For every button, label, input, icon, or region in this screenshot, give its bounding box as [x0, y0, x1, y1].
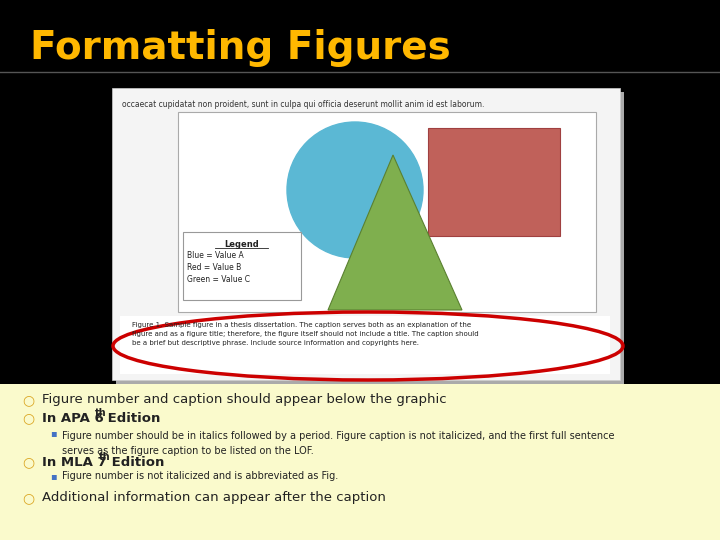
Text: In APA 6: In APA 6 [42, 411, 104, 424]
Text: ○: ○ [22, 455, 34, 469]
Text: Green = Value C: Green = Value C [187, 275, 250, 284]
Circle shape [287, 122, 423, 258]
Text: ○: ○ [22, 491, 34, 505]
Bar [116, 92, 624, 384]
Polygon shape [328, 155, 462, 310]
Text: In MLA 7: In MLA 7 [42, 456, 107, 469]
Bar [120, 316, 610, 374]
Text: Figure number should be in italics followed by a period. Figure caption is not i: Figure number should be in italics follo… [62, 431, 614, 456]
Text: ○: ○ [22, 411, 34, 425]
Bar [178, 112, 596, 312]
Bar [112, 88, 620, 380]
Bar [428, 128, 560, 236]
Text: Blue = Value A: Blue = Value A [187, 251, 244, 260]
Text: occaecat cupidatat non proident, sunt in culpa qui officia deserunt mollit anim : occaecat cupidatat non proident, sunt in… [122, 100, 485, 109]
Text: Legend: Legend [225, 240, 259, 249]
Text: Figure 1. Sample figure in a thesis dissertation. The caption serves both as an : Figure 1. Sample figure in a thesis diss… [132, 322, 479, 346]
Text: Edition: Edition [107, 456, 164, 469]
Text: th: th [99, 452, 111, 462]
Text: ▪: ▪ [50, 428, 57, 438]
Text: Edition: Edition [103, 411, 161, 424]
Text: Figure number and caption should appear below the graphic: Figure number and caption should appear … [42, 394, 446, 407]
Text: Figure number is not italicized and is abbreviated as Fig.: Figure number is not italicized and is a… [62, 471, 338, 481]
Text: th: th [95, 408, 107, 418]
Text: ▪: ▪ [50, 471, 57, 481]
Text: ○: ○ [22, 393, 34, 407]
Bar [0, 384, 720, 540]
Bar [183, 232, 301, 300]
Text: Red = Value B: Red = Value B [187, 263, 241, 272]
Text: Formatting Figures: Formatting Figures [30, 29, 451, 67]
Text: Additional information can appear after the caption: Additional information can appear after … [42, 491, 386, 504]
